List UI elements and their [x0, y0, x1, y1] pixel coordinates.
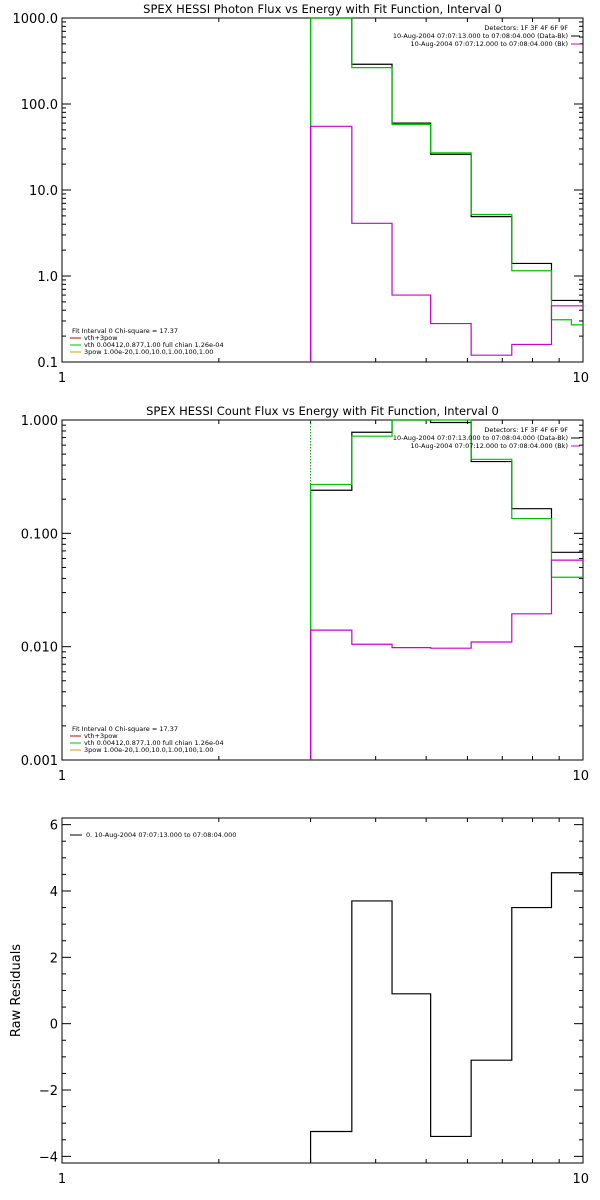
- photon-flux-panel: SPEX HESSI Photon Flux vs Energy with Fi…: [13, 2, 590, 386]
- y-tick-label: 4: [50, 885, 58, 900]
- y-tick-label: 1.000: [21, 414, 58, 429]
- x-tick-label: 10: [572, 769, 589, 784]
- y-tick-label: −2: [39, 1084, 58, 1099]
- x-tick-label: 1: [58, 1172, 66, 1187]
- legend-entry: vth+3pow: [84, 334, 118, 342]
- legend-entry: Detectors: 1F 3F 4F 6F 9F: [484, 426, 568, 434]
- x-tick-label: 10: [572, 1172, 589, 1187]
- plot-frame: [61, 17, 584, 363]
- y-tick-label: 0.100: [21, 527, 58, 542]
- legend-entry: 10-Aug-2004 07:07:13.000 to 07:08:04.000…: [393, 434, 568, 442]
- series-line-bk: [309, 559, 583, 760]
- y-axis-label: Raw Residuals: [9, 944, 24, 1037]
- legend-entry: 10-Aug-2004 07:07:13.000 to 07:08:04.000…: [393, 32, 568, 40]
- series-line-residuals: [309, 872, 583, 1163]
- legend-entry: 10-Aug-2004 07:07:12.000 to 07:08:04.000…: [411, 40, 568, 48]
- legend-entry: vth+3pow: [84, 732, 118, 740]
- plot-frame: [61, 817, 584, 1164]
- legend-entry: 3pow 1.00e-20,1.00,10.0,1.00,100,1.00: [84, 746, 213, 754]
- legend-entry: 10-Aug-2004 07:07:12.000 to 07:08:04.000…: [411, 442, 568, 450]
- y-tick-label: 2: [50, 951, 58, 966]
- x-tick-label: 1: [58, 769, 66, 784]
- y-tick-label: 0: [50, 1018, 58, 1033]
- x-tick-label: 10: [572, 371, 589, 386]
- y-tick-label: 10.0: [29, 184, 58, 199]
- legend-entry: vth 0.00412,0.877,1.00 full chian 1.26e-…: [84, 739, 224, 747]
- y-tick-label: 0.010: [21, 641, 58, 656]
- legend-entry: Detectors: 1F 3F 4F 6F 9F: [484, 24, 568, 32]
- chart-title: SPEX HESSI Photon Flux vs Energy with Fi…: [143, 2, 502, 16]
- chart-title: SPEX HESSI Count Flux vs Energy with Fit…: [146, 404, 499, 418]
- y-tick-label: 1.0: [37, 270, 58, 285]
- series-line-bk: [309, 125, 583, 362]
- residuals-panel: Raw Residuals −4 −2 0 2 4 6 1 10 0. 10-Aug-2004 0…: [9, 817, 589, 1187]
- count-flux-panel: SPEX HESSI Count Flux vs Energy with Fit…: [21, 404, 589, 784]
- y-tick-label: 6: [50, 819, 58, 834]
- legend-entry: 0. 10-Aug-2004 07:07:13.000 to 07:08:04.…: [86, 831, 236, 839]
- y-tick-label: 0.001: [21, 754, 58, 769]
- legend-entry: Fit Interval 0 Chi-square = 17.37: [72, 327, 178, 335]
- x-tick-label: 1: [58, 371, 66, 386]
- legend-entry: vth 0.00412,0.877,1.00 full chian 1.26e-…: [84, 341, 224, 349]
- y-tick-label: −4: [39, 1150, 58, 1165]
- plot-frame: [61, 419, 584, 761]
- y-tick-label: 1000.0: [13, 12, 59, 27]
- y-tick-label: 100.0: [21, 98, 58, 113]
- legend-entry: 3pow 1.00e-20,1.00,10.0,1.00,100,1.00: [84, 348, 213, 356]
- series-line-model: [309, 17, 583, 362]
- series-line-model: [309, 419, 583, 760]
- y-tick-label: 0.1: [37, 356, 58, 371]
- legend-entry: Fit Interval 0 Chi-square = 17.37: [72, 725, 178, 733]
